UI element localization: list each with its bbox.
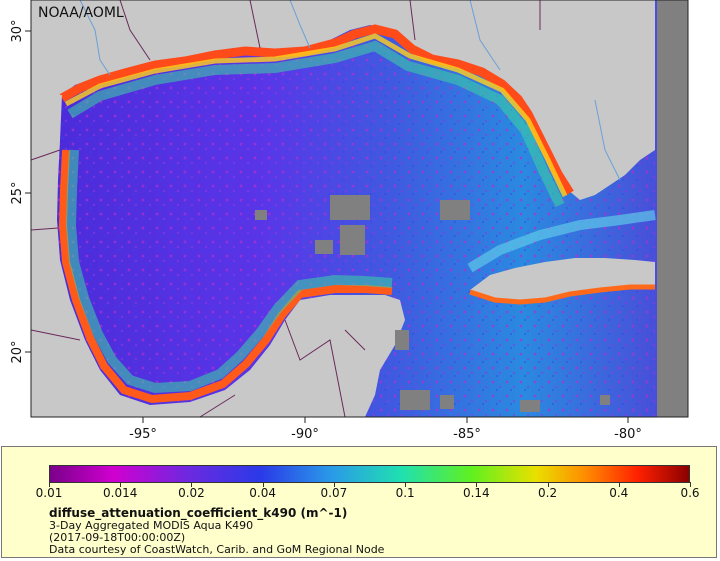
- cloud-gaps: [255, 195, 610, 412]
- mexico-coast-band: [58, 149, 393, 404]
- political-borders: [30, 0, 541, 418]
- lat-ticks: [25, 30, 31, 353]
- watermark-label: NOAA/AOML: [38, 5, 124, 21]
- colorbar-tick: [618, 482, 620, 487]
- colorbar-tick: [690, 482, 691, 487]
- lon-label: -85°: [453, 427, 481, 442]
- colorbar-label: 0.04: [249, 486, 277, 500]
- colorbar-label: 0.1: [395, 486, 415, 500]
- colorbar-tick: [120, 482, 122, 487]
- colorbar-tick: [333, 482, 335, 487]
- map: NOAA/AOML -95° -90° -85° -80° 30° 25° 20…: [10, 0, 689, 442]
- colorbar-tick: [547, 482, 549, 487]
- us-land: [31, 0, 655, 200]
- lon-label: -80°: [614, 427, 642, 442]
- lat-label: 30°: [10, 19, 25, 42]
- north-coast-band: [59, 24, 574, 196]
- cuba-land: [470, 258, 655, 300]
- lon-label: -90°: [291, 427, 319, 442]
- lat-label: 20°: [10, 340, 25, 363]
- colorbar-tick: [262, 482, 264, 487]
- rivers: [79, 0, 621, 181]
- colorbar-label: 0.4: [609, 486, 629, 500]
- mexico-coast-green: [65, 149, 393, 394]
- north-coast-band-inner: [64, 33, 568, 198]
- colorbar-tick: [405, 482, 407, 487]
- colorbar-label: 0.14: [462, 486, 490, 500]
- legend: diffuse_attenuation_coefficient_k490 (m^…: [1, 446, 717, 558]
- cuba-coast-band: [469, 284, 655, 305]
- lat-label: 25°: [10, 181, 25, 204]
- colorbar-label: 0.2: [538, 486, 558, 500]
- florida-straits-band: [467, 210, 656, 273]
- lon-label: -95°: [129, 427, 157, 442]
- colorbar-label: 0.6: [680, 486, 700, 500]
- colorbar-label: 0.07: [320, 486, 348, 500]
- lon-ticks: [142, 417, 629, 423]
- colorbar-tick: [49, 482, 50, 487]
- colorbar-tick: [476, 482, 478, 487]
- time-range: (2017-09-18T00:00:00Z): [49, 531, 186, 544]
- colorbar: [49, 465, 690, 483]
- colorbar-label: 0.02: [178, 486, 205, 500]
- map-border: [30, 0, 689, 418]
- colorbar-tick: [191, 482, 193, 487]
- dataset-title: 3-Day Aggregated MODIS Aqua K490: [49, 519, 254, 532]
- no-data-strip: [657, 0, 688, 417]
- mexico-land: [31, 95, 405, 417]
- data-credit: Data courtesy of CoastWatch, Carib. and …: [49, 543, 385, 556]
- colorbar-label: 0.01: [35, 486, 63, 500]
- north-coast-band-green: [67, 40, 565, 208]
- variable-name: diffuse_attenuation_coefficient_k490 (m^…: [49, 506, 348, 520]
- colorbar-label: 0.014: [103, 486, 138, 500]
